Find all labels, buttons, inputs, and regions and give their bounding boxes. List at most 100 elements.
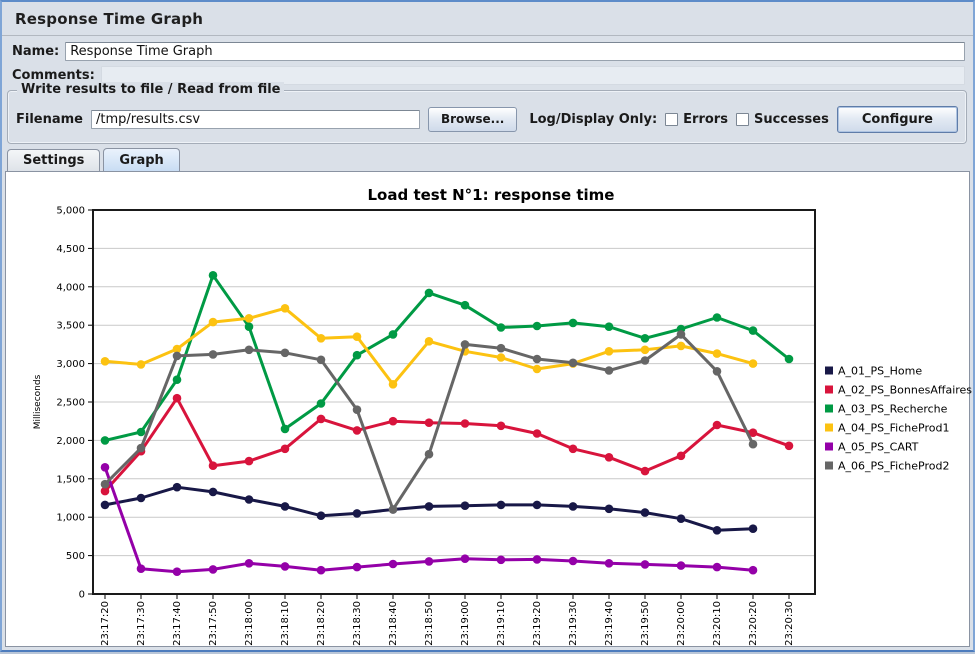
legend-label: A_02_PS_BonnesAffaires [838, 384, 972, 397]
series-line [103, 396, 791, 493]
x-tick-label: 23:20:20 [748, 601, 759, 646]
legend-label: A_05_PS_CART [838, 441, 919, 454]
data-point [784, 441, 794, 451]
x-tick-label: 23:19:10 [496, 601, 507, 646]
data-point [712, 313, 722, 322]
data-point [172, 567, 182, 576]
configure-button[interactable]: Configure [836, 105, 958, 133]
data-point [424, 337, 434, 346]
tab-settings[interactable]: Settings [7, 149, 101, 172]
data-point [244, 345, 254, 355]
legend-label: A_04_PS_FicheProd1 [838, 422, 949, 435]
y-tick-label: 5,000 [56, 206, 85, 217]
data-point [208, 350, 218, 359]
data-point [532, 321, 542, 331]
data-point [136, 443, 146, 453]
data-point [100, 479, 110, 489]
data-point [424, 502, 434, 511]
data-point [100, 357, 110, 366]
data-point [496, 421, 506, 431]
data-point [244, 322, 254, 331]
file-row: Filename Browse... Log/Display Only: Err… [16, 105, 958, 133]
name-row: Name: [12, 41, 965, 62]
results-file-group: Write results to file / Read from file F… [7, 82, 967, 144]
successes-label: Successes [753, 111, 829, 127]
errors-check-item: Errors [665, 112, 728, 127]
data-point [136, 427, 146, 437]
data-point [172, 375, 182, 384]
legend-swatch [825, 423, 833, 432]
data-point [316, 565, 326, 575]
x-tick-label: 23:19:00 [460, 601, 471, 646]
data-point [352, 562, 362, 572]
data-point [460, 501, 470, 511]
data-point [748, 524, 758, 533]
data-point [280, 304, 290, 313]
data-point [496, 500, 506, 510]
data-point [100, 500, 110, 510]
legend-swatch [825, 442, 833, 451]
data-point [532, 364, 542, 374]
x-tick-label: 23:18:30 [352, 601, 363, 646]
x-tick-label: 23:20:10 [712, 601, 723, 646]
data-point [640, 508, 650, 517]
data-point [244, 456, 254, 466]
response-time-chart: Load test N°1: response time Milliseconds… [33, 186, 972, 646]
data-point [604, 347, 614, 356]
data-point [316, 334, 326, 343]
x-tick-label: 23:18:50 [424, 601, 435, 646]
series-line [103, 306, 755, 386]
data-point [424, 418, 434, 427]
chart-title: Load test N°1: response time [368, 186, 615, 204]
y-tick-label: 4,000 [56, 282, 85, 293]
data-point [388, 559, 398, 569]
y-axis-label: Milliseconds [33, 374, 43, 429]
comments-input[interactable] [100, 65, 965, 85]
data-point [388, 416, 398, 426]
browse-button[interactable]: Browse... [427, 106, 518, 132]
filename-input[interactable] [91, 109, 420, 129]
data-point [280, 444, 290, 454]
data-point [352, 426, 362, 435]
errors-checkbox[interactable] [665, 112, 679, 126]
data-point [640, 334, 650, 343]
data-point [712, 349, 722, 358]
data-point [748, 439, 758, 449]
y-tick-label: 3,500 [56, 321, 85, 332]
data-point [748, 326, 758, 335]
data-point [532, 555, 542, 564]
y-tick-label: 1,000 [56, 513, 85, 524]
data-point [208, 461, 218, 471]
data-point [568, 444, 578, 454]
data-point [100, 486, 110, 496]
data-point [208, 565, 218, 574]
data-point [532, 429, 542, 438]
data-point [568, 358, 578, 368]
data-point [712, 562, 722, 572]
data-point [604, 453, 614, 462]
data-point [676, 561, 686, 570]
plot-border [92, 209, 816, 595]
data-point [784, 354, 794, 364]
legend-label: A_03_PS_Recherche [838, 403, 948, 416]
data-point [316, 511, 326, 520]
data-point [316, 414, 326, 424]
successes-checkbox[interactable] [735, 112, 749, 126]
series-line [103, 273, 791, 442]
filename-label: Filename [16, 111, 83, 127]
legend-label: A_01_PS_Home [838, 365, 922, 378]
data-point [352, 509, 362, 518]
data-point [604, 504, 614, 514]
data-point [676, 514, 686, 523]
data-point [172, 482, 182, 492]
data-point [244, 559, 254, 568]
tab-graph[interactable]: Graph [103, 148, 180, 172]
y-tick-label: 3,000 [56, 359, 85, 370]
data-point [748, 428, 758, 438]
data-point [676, 341, 686, 351]
name-label: Name: [12, 44, 60, 59]
name-input[interactable] [65, 42, 965, 61]
y-tick-label: 2,000 [56, 436, 85, 447]
graph-panel: Load test N°1: response time Milliseconds… [5, 171, 972, 647]
successes-check-item: Successes [735, 111, 829, 127]
